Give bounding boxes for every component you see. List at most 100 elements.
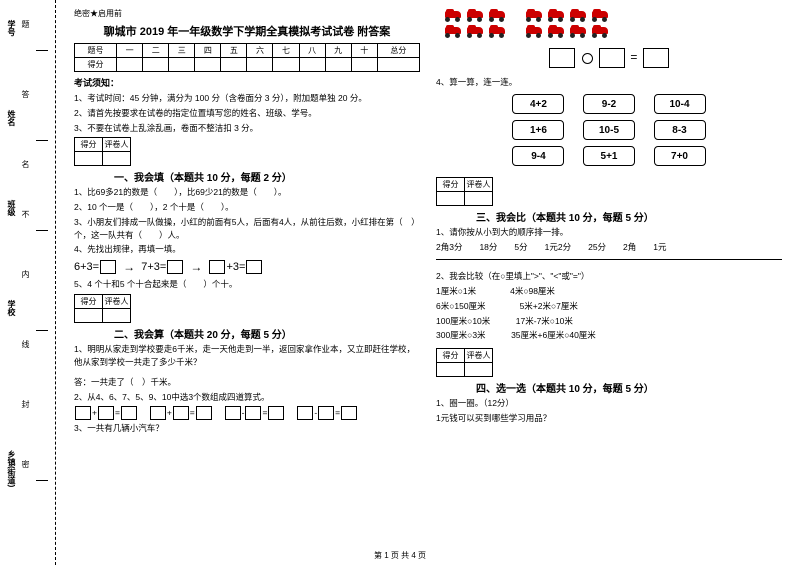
answer-line[interactable]: [436, 259, 782, 260]
cmp-r: 17米-7米○10米: [516, 316, 573, 326]
match-btn[interactable]: 8-3: [654, 120, 706, 140]
score-table: 题号 一 二 三 四 五 六 七 八 九 十 总分 得分: [74, 43, 420, 72]
cmp-r: 35厘米+6厘米○40厘米: [511, 330, 596, 340]
q2-2-boxes: += += -= -=: [74, 406, 420, 420]
q1-2: 2、10 个一是（ ），2 个十是（ ）。: [74, 201, 420, 214]
car-icon: [524, 25, 544, 37]
match-btn[interactable]: 10-4: [654, 94, 706, 114]
car-group-left: [442, 8, 508, 40]
answer-box[interactable]: [100, 260, 116, 274]
th: 二: [143, 44, 169, 58]
match-btn[interactable]: 4+2: [512, 94, 564, 114]
q3-2: 2、我会比较（在○里填上">"、"<"或"="）: [436, 270, 782, 283]
answer-box[interactable]: [341, 406, 357, 420]
q2-3: 3、一共有几辆小汽车？: [74, 422, 420, 435]
q2-4: 4、算一算，连一连。: [436, 76, 782, 89]
match-btn[interactable]: 10-5: [583, 120, 635, 140]
q4-1b: 1元钱可以买到哪些学习用品？: [436, 412, 782, 425]
q1-3: 3、小朋友们排成一队做操，小红的前面有5人，后面有4人，从前往后数，小红排在第（…: [74, 216, 420, 242]
th: 七: [273, 44, 299, 58]
answer-box[interactable]: [246, 260, 262, 274]
section-3-title: 三、我会比（本题共 10 分，每题 5 分）: [476, 209, 782, 224]
answer-box[interactable]: [318, 406, 334, 420]
answer-box[interactable]: [98, 406, 114, 420]
answer-box[interactable]: [150, 406, 166, 420]
q3-1-opts: 2角3分 18分 5分 1元2分 25分 2角 1元: [436, 241, 782, 254]
match-buttons: 4+2 9-2 10-4 1+6 10-5 8-3 9-4 5+1 7+0: [436, 91, 782, 169]
bind-line: [36, 140, 48, 141]
section-4-title: 四、选一选（本题共 10 分，每题 5 分）: [476, 380, 782, 395]
sb-cell: 评卷人: [103, 294, 131, 308]
content: 绝密★启用前 聊城市 2019 年一年级数学下学期全真模拟考试试卷 附答案 题号…: [56, 0, 800, 565]
cmp-l: 6米○150厘米: [436, 301, 486, 311]
match-btn[interactable]: 1+6: [512, 120, 564, 140]
answer-box[interactable]: [167, 260, 183, 274]
section-2-title: 二、我会算（本题共 20 分，每题 5 分）: [114, 326, 420, 341]
th: 四: [195, 44, 221, 58]
th: 题号: [75, 44, 117, 58]
cmp-r: 4米○98厘米: [510, 286, 555, 296]
paper-title: 聊城市 2019 年一年级数学下学期全真模拟考试试卷 附答案: [74, 23, 420, 39]
q1-4: 4、先找出规律，再填一填。: [74, 243, 420, 256]
equals-label: =: [630, 50, 637, 64]
binding-margin: 学号 姓名 班级 学校 乡镇(街道) 题 答 名 不 内 线 封 密: [0, 0, 56, 565]
match-btn[interactable]: 7+0: [654, 146, 706, 166]
bind-line: [36, 50, 48, 51]
answer-box[interactable]: [245, 406, 261, 420]
car-icon: [546, 25, 566, 37]
table-row: 得分: [75, 58, 420, 72]
bind-label-4: 乡镇(街道): [6, 450, 17, 487]
compare-row: 6米○150厘米 5米+2米○7厘米: [436, 300, 782, 313]
side-1: 答: [20, 90, 31, 98]
car-icon: [465, 25, 485, 37]
car-icon: [590, 9, 610, 21]
side-6: 封: [20, 400, 31, 408]
bind-label-0: 学号: [6, 20, 17, 36]
car-icon: [546, 9, 566, 21]
answer-box[interactable]: [75, 406, 91, 420]
bind-line: [36, 330, 48, 331]
answer-box[interactable]: [268, 406, 284, 420]
answer-box[interactable]: [209, 260, 225, 274]
th: 总分: [377, 44, 419, 58]
side-7: 密: [20, 460, 31, 468]
sb-cell: 得分: [75, 138, 103, 152]
arrow-icon: →: [190, 260, 202, 274]
car-group-right: [523, 8, 611, 40]
q1-5: 5、4 个十和5 个十合起来是（ ）个十。: [74, 278, 420, 291]
page-root: 学号 姓名 班级 学校 乡镇(街道) 题 答 名 不 内 线 封 密 绝密★启用…: [0, 0, 800, 565]
answer-box[interactable]: [173, 406, 189, 420]
compare-row: 100厘米○10米 17米-7米○10米: [436, 315, 782, 328]
td: 得分: [75, 58, 117, 72]
answer-box[interactable]: [297, 406, 313, 420]
cmp-l: 100厘米○10米: [436, 316, 490, 326]
q3-1: 1、请你按从小到大的顺序排一排。: [436, 226, 782, 239]
answer-box[interactable]: [643, 48, 669, 68]
answer-box[interactable]: [549, 48, 575, 68]
th: 九: [325, 44, 351, 58]
sb-cell: 得分: [437, 349, 465, 363]
car-icon: [443, 9, 463, 21]
cmp-r: 5米+2米○7厘米: [520, 301, 578, 311]
match-btn[interactable]: 9-2: [583, 94, 635, 114]
page-footer: 第 1 页 共 4 页: [0, 550, 800, 561]
answer-box[interactable]: [599, 48, 625, 68]
bind-label-1: 姓名: [6, 110, 17, 126]
match-btn[interactable]: 9-4: [512, 146, 564, 166]
bind-line: [36, 480, 48, 481]
answer-box[interactable]: [121, 406, 137, 420]
answer-box[interactable]: [225, 406, 241, 420]
operator-circle[interactable]: [582, 53, 593, 64]
compare-row: 300厘米○3米 35厘米+6厘米○40厘米: [436, 329, 782, 342]
left-column: 绝密★启用前 聊城市 2019 年一年级数学下学期全真模拟考试试卷 附答案 题号…: [66, 8, 428, 565]
match-btn[interactable]: 5+1: [583, 146, 635, 166]
answer-box[interactable]: [196, 406, 212, 420]
car-icon: [524, 9, 544, 21]
q4-1: 1、圈一圈。（12分）: [436, 397, 782, 410]
side-3: 不: [20, 210, 31, 218]
th: 一: [117, 44, 143, 58]
sb-cell: 评卷人: [465, 177, 493, 191]
car-icon: [487, 9, 507, 21]
car-icon: [465, 9, 485, 21]
eq-b: 7+3=: [141, 261, 166, 273]
